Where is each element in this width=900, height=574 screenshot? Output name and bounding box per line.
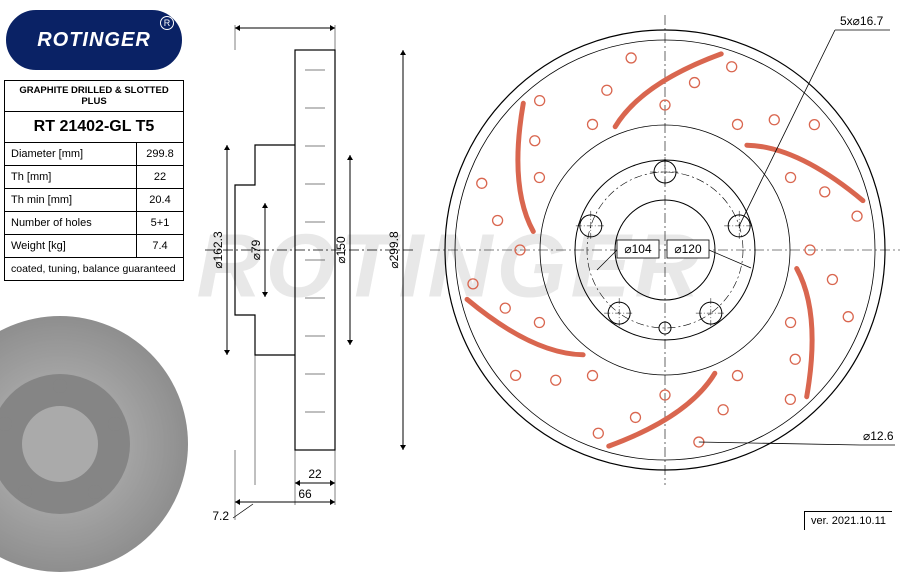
spec-value: 299.8 bbox=[137, 143, 183, 165]
spec-note: coated, tuning, balance guaranteed bbox=[5, 258, 183, 280]
svg-text:⌀162.3: ⌀162.3 bbox=[211, 231, 225, 269]
svg-text:⌀299.8: ⌀299.8 bbox=[387, 231, 401, 269]
registered-icon: R bbox=[160, 16, 174, 30]
spec-key: Number of holes bbox=[5, 212, 137, 234]
svg-text:⌀104: ⌀104 bbox=[624, 242, 652, 256]
spec-value: 20.4 bbox=[137, 189, 183, 211]
spec-key: Diameter [mm] bbox=[5, 143, 137, 165]
spec-row: Th [mm]22 bbox=[5, 166, 183, 189]
spec-value: 7.4 bbox=[137, 235, 183, 257]
svg-text:⌀120: ⌀120 bbox=[674, 242, 702, 256]
svg-text:22: 22 bbox=[308, 467, 322, 481]
part-number: RT 21402-GL T5 bbox=[5, 112, 183, 143]
svg-text:⌀12.6: ⌀12.6 bbox=[863, 429, 894, 443]
brand-name: ROTINGER bbox=[37, 29, 151, 52]
spec-row: Diameter [mm]299.8 bbox=[5, 143, 183, 166]
spec-value: 22 bbox=[137, 166, 183, 188]
svg-text:7.2: 7.2 bbox=[212, 509, 229, 523]
technical-drawing: 22 66 7.2 ⌀162.3 ⌀79 ⌀150 ⌀299.8 5x⌀16.7 ⌀12.6 ⌀1… bbox=[185, 0, 900, 534]
spec-value: 5+1 bbox=[137, 212, 183, 234]
spec-row: Weight [kg]7.4 bbox=[5, 235, 183, 258]
product-line: GRAPHITE DRILLED & SLOTTED PLUS bbox=[5, 81, 183, 112]
spec-key: Th [mm] bbox=[5, 166, 137, 188]
spec-table: GRAPHITE DRILLED & SLOTTED PLUS RT 21402… bbox=[4, 80, 184, 281]
version-label: ver. 2021.10.11 bbox=[804, 511, 892, 530]
svg-text:5x⌀16.7: 5x⌀16.7 bbox=[840, 14, 884, 28]
svg-text:⌀79: ⌀79 bbox=[249, 239, 263, 260]
spec-row: Th min [mm]20.4 bbox=[5, 189, 183, 212]
spec-key: Th min [mm] bbox=[5, 189, 137, 211]
svg-text:⌀150: ⌀150 bbox=[334, 236, 348, 264]
svg-text:66: 66 bbox=[298, 487, 312, 501]
spec-key: Weight [kg] bbox=[5, 235, 137, 257]
spec-row: Number of holes5+1 bbox=[5, 212, 183, 235]
background-rotor-image bbox=[0, 314, 190, 574]
brand-logo: ROTINGER R bbox=[4, 8, 184, 72]
